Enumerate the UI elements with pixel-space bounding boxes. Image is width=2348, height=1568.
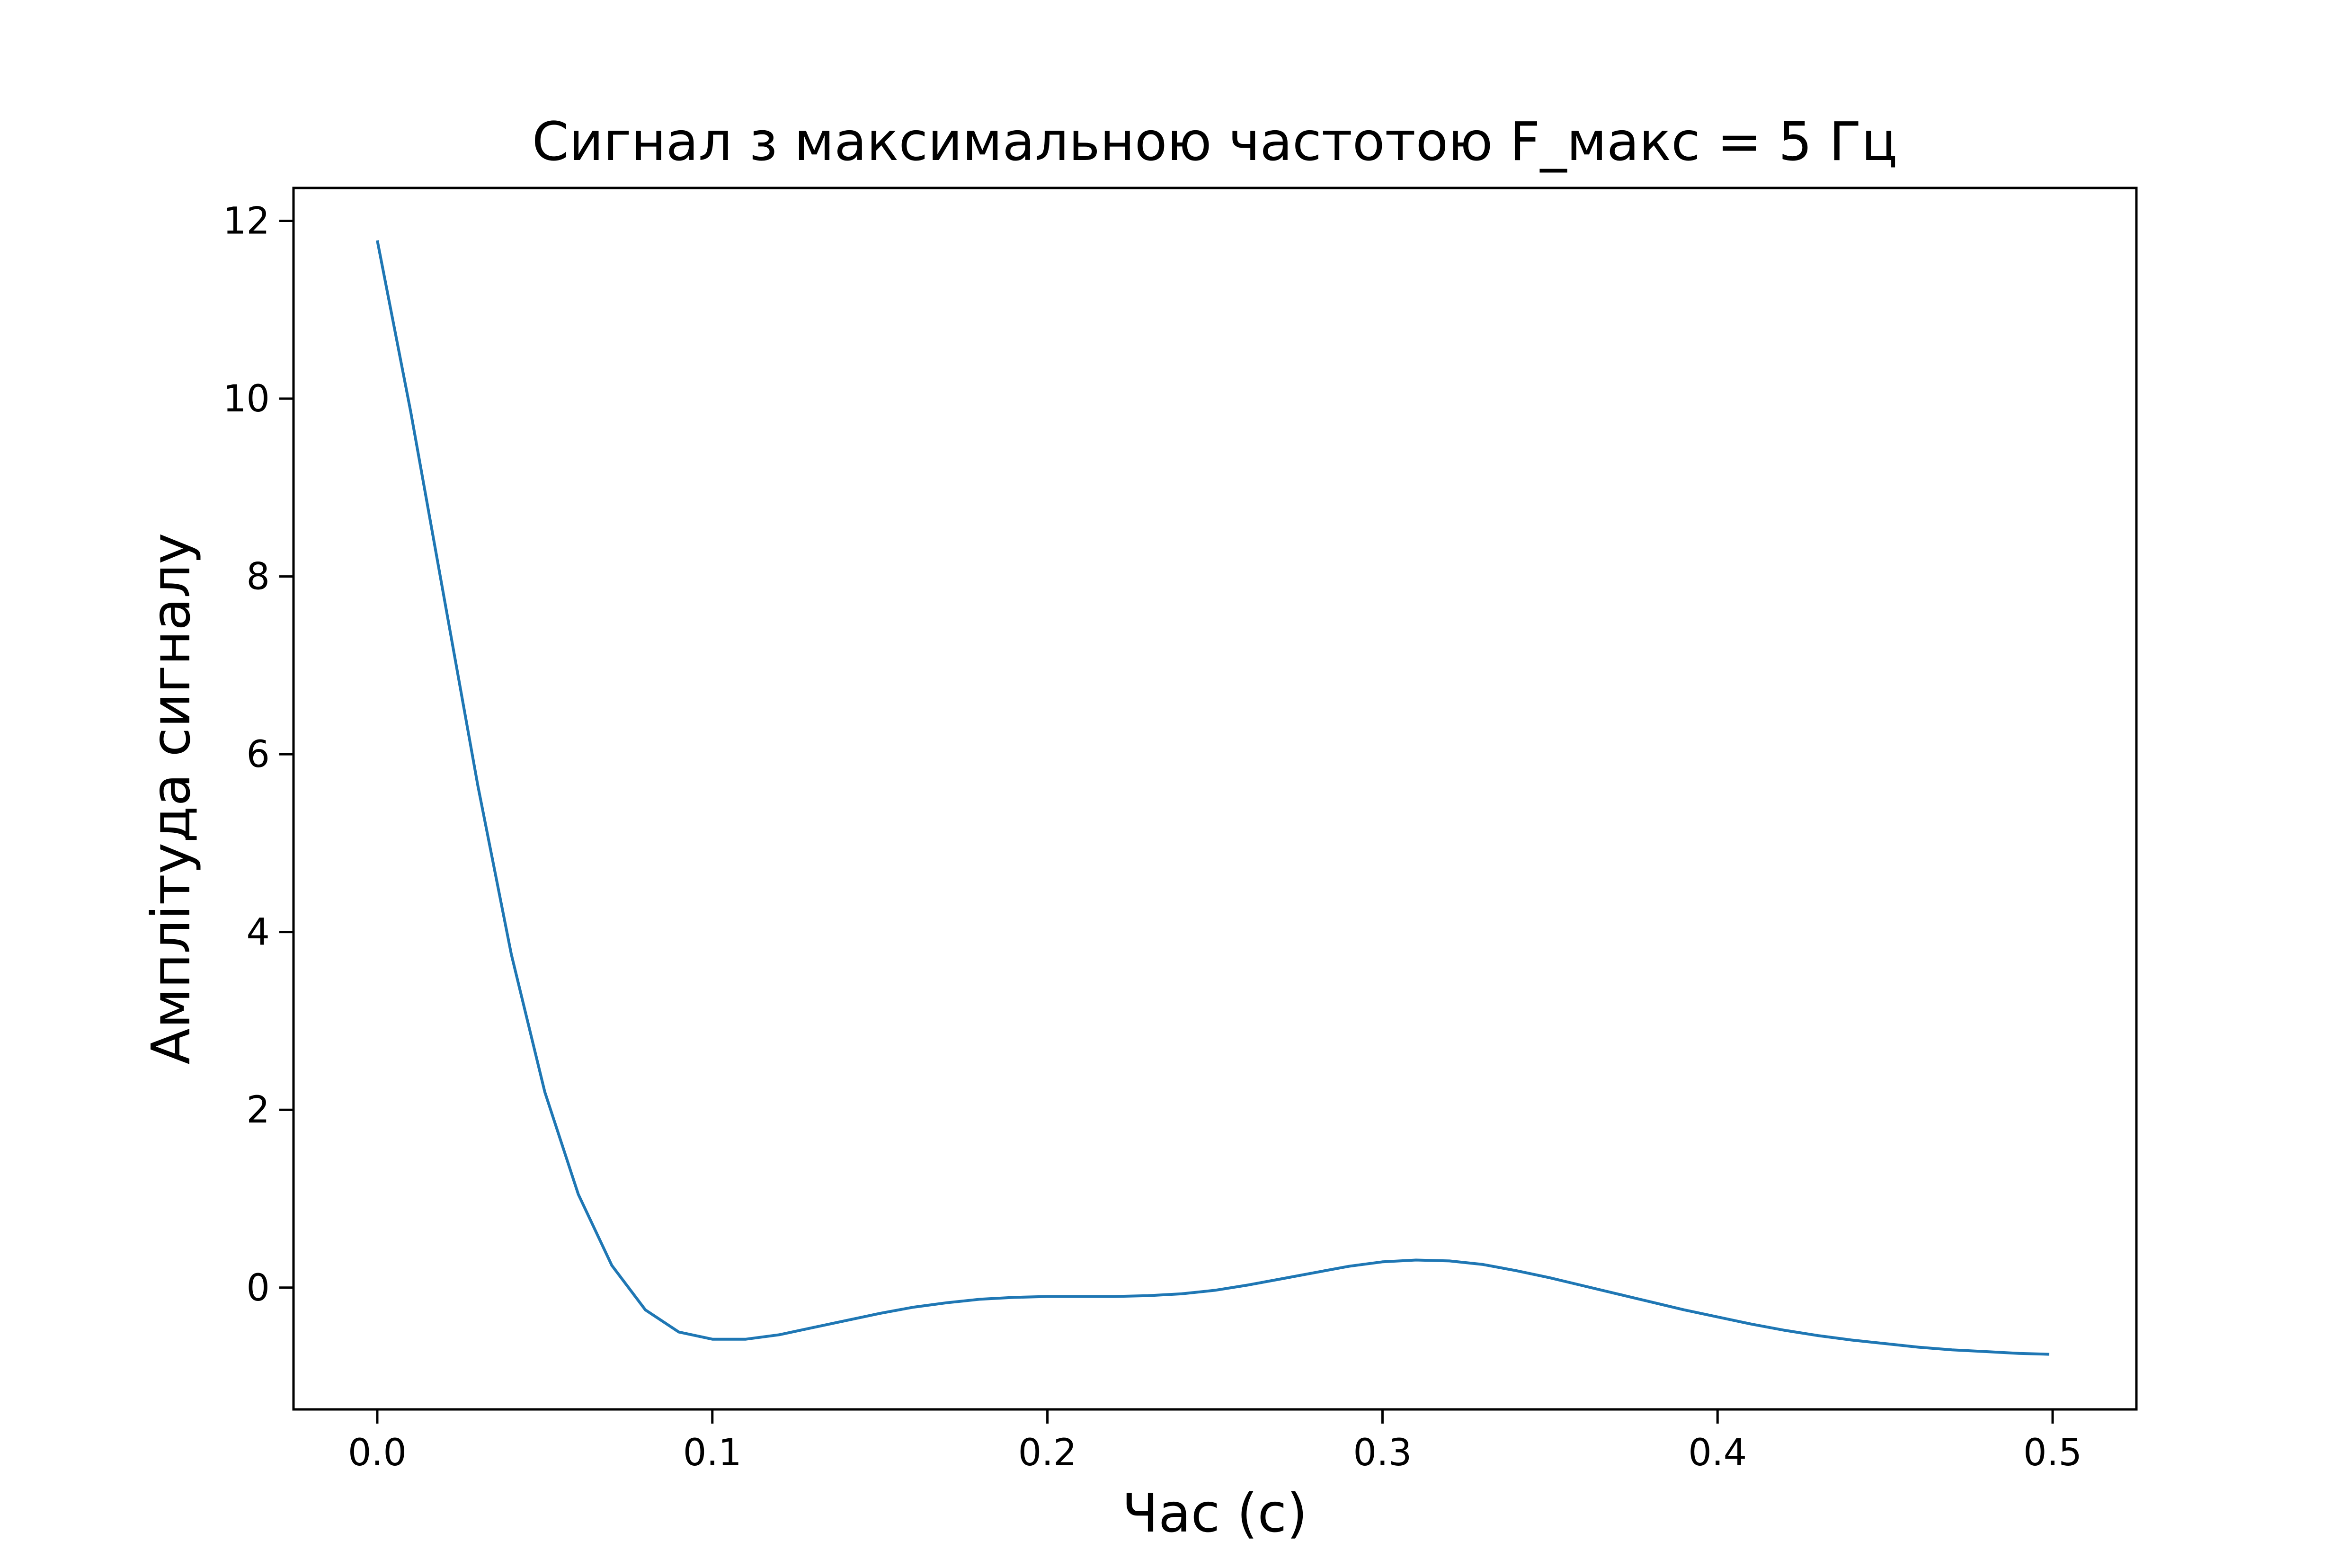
y-tick-label: 2	[246, 1089, 270, 1131]
y-axis-ticks: 0 2 4 6 8 10 12	[223, 200, 294, 1310]
y-tick-label: 6	[246, 733, 270, 776]
x-tick-label: 0.2	[1018, 1432, 1077, 1474]
x-axis-ticks: 0.0 0.1 0.2 0.3 0.4 0.5	[348, 1409, 2082, 1474]
x-axis-label: Час (с)	[1122, 1483, 1307, 1544]
x-tick-label: 0.1	[683, 1432, 742, 1474]
y-tick-label: 4	[246, 911, 270, 954]
plot-layer	[376, 240, 2050, 1356]
axes-frame	[292, 187, 2138, 1411]
x-tick-label: 0.5	[2023, 1432, 2082, 1474]
x-tick-label: 0.0	[348, 1432, 407, 1474]
x-tick-label: 0.4	[1688, 1432, 1747, 1474]
y-tick-label: 0	[246, 1267, 270, 1310]
series-line-0	[376, 240, 2050, 1356]
y-tick-label: 8	[246, 556, 270, 598]
y-tick-label: 10	[223, 378, 270, 420]
y-axis-label: Амплітуда сигналу	[141, 533, 202, 1064]
y-tick-label: 12	[223, 200, 270, 242]
x-tick-label: 0.3	[1353, 1432, 1412, 1474]
chart-title: Сигнал з максимальною частотою F_макс = …	[532, 111, 1898, 173]
